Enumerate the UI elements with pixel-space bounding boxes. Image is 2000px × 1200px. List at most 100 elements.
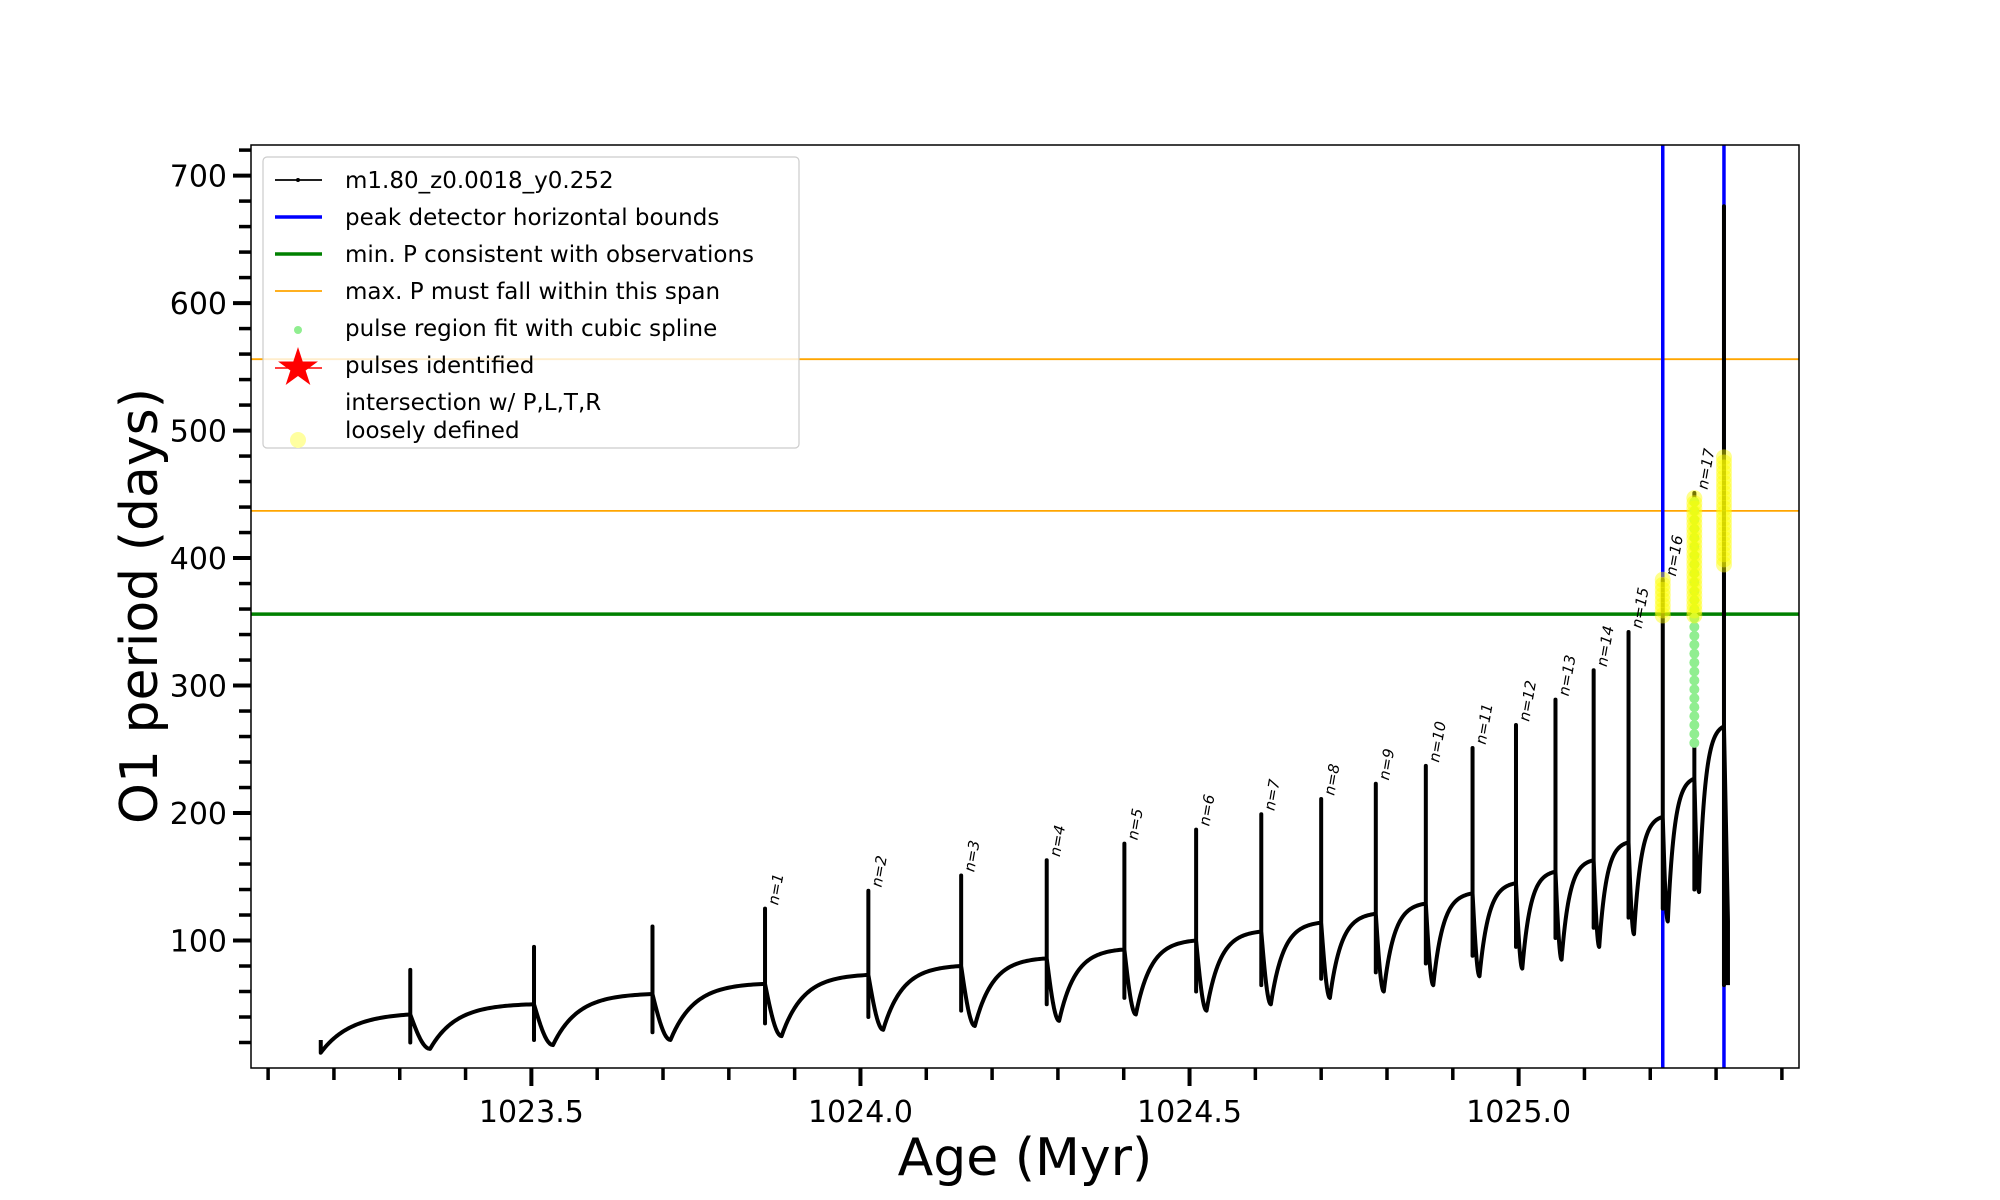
spline-marker	[1689, 505, 1700, 516]
x-axis-title: Age (Myr)	[898, 1128, 1153, 1188]
spline-marker	[1689, 657, 1700, 668]
y-axis-title: O1 period (days)	[110, 388, 170, 824]
loose-marker	[1715, 520, 1732, 537]
loose-marker	[1686, 505, 1703, 522]
y-tick-label: 100	[170, 925, 227, 960]
legend-label: pulse region fit with cubic spline	[345, 316, 717, 342]
spline-marker	[1689, 639, 1700, 650]
legend-label: intersection w/ P,L,T,R	[345, 390, 601, 416]
spline-marker	[1689, 559, 1700, 570]
pulse-label: n=1	[764, 872, 787, 906]
spline-marker	[1689, 711, 1700, 722]
pulse-label: n=4	[1046, 824, 1069, 858]
y-tick-label: 500	[170, 415, 227, 450]
loose-marker	[1715, 500, 1732, 517]
loose-marker	[1654, 592, 1671, 609]
spline-marker	[1689, 496, 1700, 507]
loose-marker	[1686, 536, 1703, 553]
plot-frame	[250, 144, 1800, 1069]
series-group	[318, 204, 1730, 1055]
loose-marker	[1715, 469, 1732, 486]
spline-marker	[1689, 675, 1700, 686]
spline-marker	[1689, 586, 1700, 597]
loose-marker	[1654, 597, 1671, 614]
pulse-label: n=12	[1515, 679, 1540, 723]
spline-marker	[1689, 577, 1700, 588]
spline-marker	[1689, 693, 1700, 704]
loose-marker	[1715, 510, 1732, 527]
pulse-labels: n=1 n=2 n=3 n=4 n=5 n=6 n=7 n=8 n=9 n=10 n=11 n=12 n…	[764, 447, 1718, 907]
loose-marker	[1715, 530, 1732, 547]
spline-marker	[1689, 630, 1700, 641]
loose-marker	[1715, 479, 1732, 496]
loose-marker	[1686, 520, 1703, 537]
pulse-label: n=5	[1124, 807, 1147, 841]
pulse-label: n=7	[1260, 777, 1283, 812]
y-tick-label: 300	[170, 670, 227, 705]
loose-marker	[1686, 561, 1703, 578]
pulse-label: n=10	[1425, 720, 1450, 764]
loose-marker	[1686, 541, 1703, 558]
loose-marker	[1686, 576, 1703, 593]
loose-marker	[1686, 510, 1703, 527]
loose-marker	[1715, 495, 1732, 512]
spline-marker	[1689, 604, 1700, 615]
loose-marker	[1686, 571, 1703, 588]
pulse-label: n=8	[1320, 762, 1343, 796]
loose-marker	[1715, 490, 1732, 507]
loose-marker	[1715, 515, 1732, 532]
loose-marker	[1715, 449, 1732, 466]
loose-marker	[1686, 556, 1703, 573]
loose-marker	[1654, 576, 1671, 593]
spline-marker	[1689, 621, 1700, 632]
loose-marker	[1715, 525, 1732, 542]
loose-marker	[1686, 515, 1703, 532]
loose-marker	[1715, 541, 1732, 558]
pulse-label: n=15	[1628, 586, 1653, 630]
loose-marker	[1686, 581, 1703, 598]
loose-marker	[1686, 530, 1703, 547]
loose-marker	[1715, 454, 1732, 471]
pulse-label: n=13	[1555, 654, 1580, 698]
x-tick-label: 1024.5	[1137, 1095, 1242, 1130]
legend-label: pulses identified	[345, 353, 534, 379]
loose-marker	[1686, 500, 1703, 517]
spline-marker	[1689, 737, 1700, 748]
loose-marker	[1715, 474, 1732, 491]
y-tick-label: 400	[170, 542, 227, 577]
x-axis: 1023.5 1024.0 1024.5 1025.0	[266, 1068, 1784, 1130]
loose-marker	[1686, 597, 1703, 614]
pulse-label: n=2	[868, 854, 891, 888]
spline-marker	[1689, 595, 1700, 606]
legend-label: min. P consistent with observations	[345, 242, 754, 268]
loose-marker	[1654, 571, 1671, 588]
spline-marker	[1689, 720, 1700, 731]
spline-marker	[1689, 666, 1700, 677]
y-tick-label: 700	[170, 160, 227, 195]
legend-circle-handle	[290, 432, 306, 448]
loose-marker	[1654, 581, 1671, 598]
star-icon	[278, 347, 318, 385]
legend-dot-handle	[296, 178, 300, 182]
spline-marker	[1689, 514, 1700, 525]
y-tick-label: 200	[170, 797, 227, 832]
spline-marker	[1689, 612, 1700, 623]
pulse-label: n=9	[1375, 747, 1398, 781]
pulse-label: n=11	[1472, 702, 1497, 746]
pulse-label: n=17	[1694, 447, 1719, 491]
pulse-label: n=6	[1195, 793, 1218, 827]
legend-label: loosely defined	[345, 418, 520, 444]
loose-marker	[1686, 602, 1703, 619]
spline-marker	[1689, 568, 1700, 579]
loose-marker	[1654, 587, 1671, 604]
loose-marker	[1686, 566, 1703, 583]
legend-dot-handle	[294, 326, 302, 334]
spline-marker	[1689, 532, 1700, 543]
loose-marker	[1686, 551, 1703, 568]
x-tick-label: 1023.5	[479, 1095, 584, 1130]
y-tick-label: 600	[170, 287, 227, 322]
x-tick-label: 1025.0	[1466, 1095, 1571, 1130]
loose-marker	[1686, 607, 1703, 624]
